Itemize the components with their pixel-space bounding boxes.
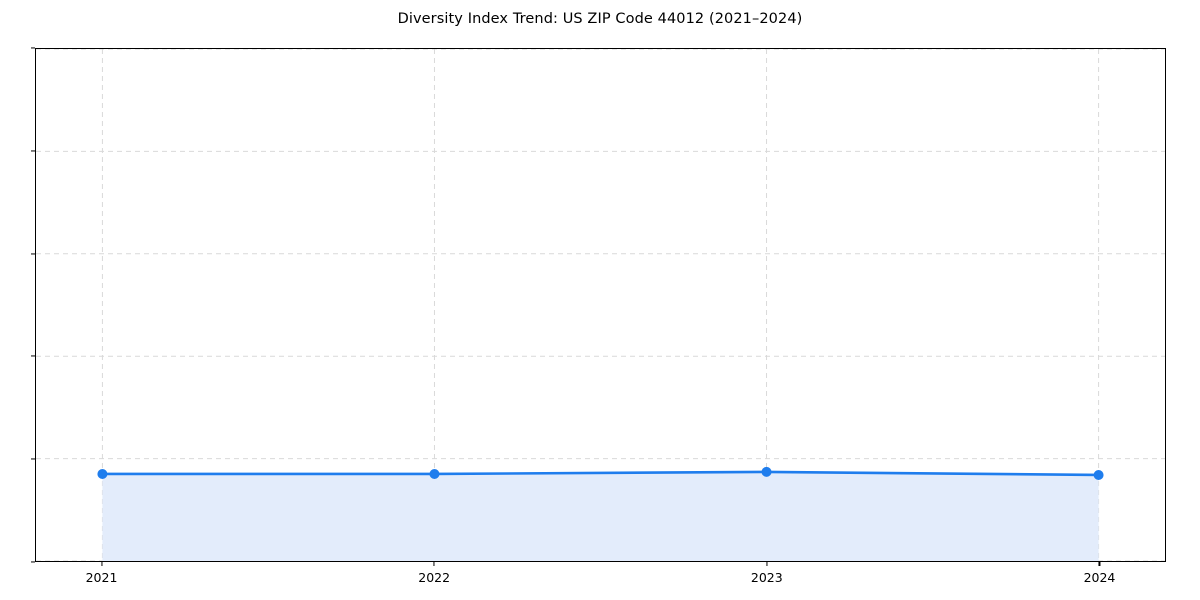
x-axis-tick-label: 2021 (85, 570, 118, 585)
x-axis-tick-mark (100, 562, 103, 566)
y-axis-tick-mark (31, 561, 35, 563)
y-axis-tick-mark (31, 47, 35, 49)
y-axis-tick-mark (31, 355, 35, 357)
y-axis-tick-mark (31, 458, 35, 460)
x-axis-tick-mark (766, 562, 768, 566)
data-point-marker (97, 468, 108, 479)
series-diversity-index (97, 466, 1104, 561)
x-axis-tick-label: 2023 (750, 570, 783, 585)
series-line (102, 472, 1098, 475)
area-fill (102, 471, 1099, 561)
x-axis-tick-mark (433, 562, 435, 566)
x-axis-tick-label: 2024 (1083, 570, 1116, 585)
x-axis-tick-mark (1098, 562, 1101, 566)
y-axis-tick-mark (31, 150, 35, 152)
chart-title: Diversity Index Trend: US ZIP Code 44012… (397, 11, 803, 27)
x-axis-tick-label: 2022 (418, 570, 451, 585)
plot-area (35, 48, 1166, 562)
data-point-marker (1093, 470, 1104, 480)
data-point-marker (761, 466, 772, 477)
data-point-marker (429, 468, 440, 479)
y-axis-tick-mark (31, 253, 35, 255)
